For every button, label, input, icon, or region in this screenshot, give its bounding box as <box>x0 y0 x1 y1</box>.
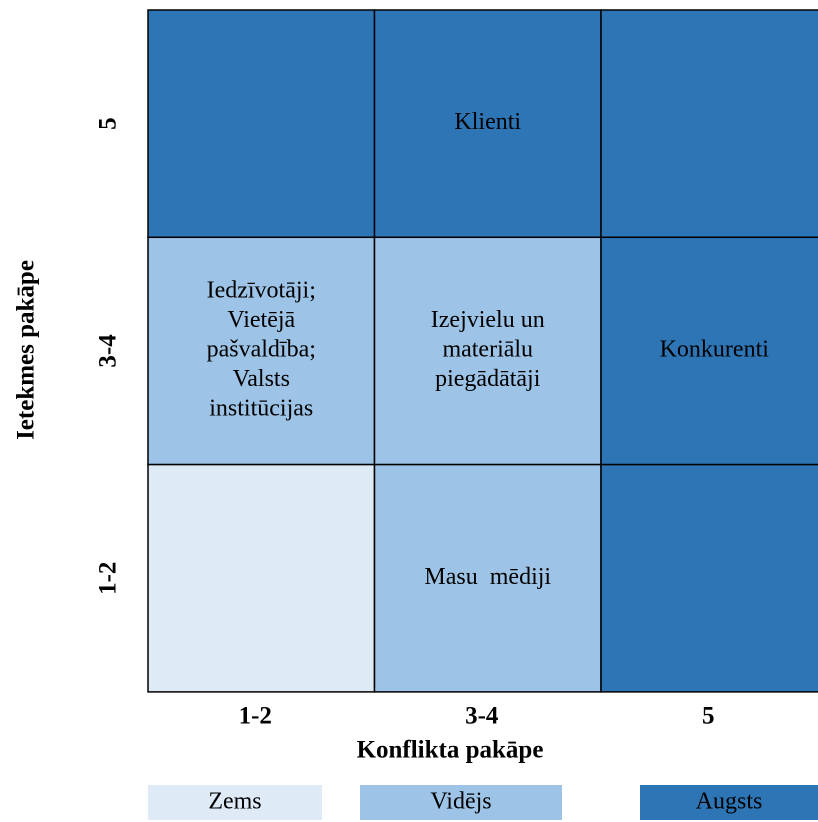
legend-label: Augsts <box>696 789 763 815</box>
matrix-cell <box>147 236 376 466</box>
matrix-cell <box>147 463 376 693</box>
x-label: 1-2 <box>239 703 272 730</box>
cell-text: Masu mēdiji <box>424 564 551 590</box>
matrix-cell <box>373 236 602 466</box>
legend-swatch <box>148 785 322 820</box>
y-label: 3-4 <box>95 334 122 368</box>
matrix-cell <box>147 9 376 239</box>
matrix-cell <box>373 9 602 239</box>
cell-text: Klienti <box>454 109 521 135</box>
cell-text: institūcijas <box>209 395 313 421</box>
y-label: 1-2 <box>95 562 122 595</box>
matrix-cell <box>600 9 818 239</box>
legend-swatch <box>360 785 562 820</box>
cell-text: Izejvielu un <box>431 307 545 333</box>
matrix-cell <box>373 463 602 693</box>
legend-swatch <box>640 785 818 820</box>
legend-label: Zems <box>208 789 261 815</box>
x-label: 5 <box>702 703 715 730</box>
cell-text: Iedzīvotāji; <box>207 277 316 303</box>
cell-text: pašvaldība; <box>207 336 316 362</box>
cell-text: materiālu <box>442 336 533 362</box>
cell-text: piegādātāji <box>435 366 541 392</box>
y-axis-title: Ietekmes pakāpe <box>13 260 40 440</box>
matrix-cell <box>600 236 818 466</box>
y-label: 5 <box>95 117 122 129</box>
cell-text: Vietējā <box>227 307 295 333</box>
cell-text: Konkurenti <box>660 336 770 362</box>
legend-label: Vidējs <box>430 789 491 815</box>
matrix-cell <box>600 463 818 693</box>
x-label: 3-4 <box>465 703 499 730</box>
x-axis-title: Konflikta pakāpe <box>357 737 544 764</box>
cell-text: Valsts <box>233 366 290 392</box>
